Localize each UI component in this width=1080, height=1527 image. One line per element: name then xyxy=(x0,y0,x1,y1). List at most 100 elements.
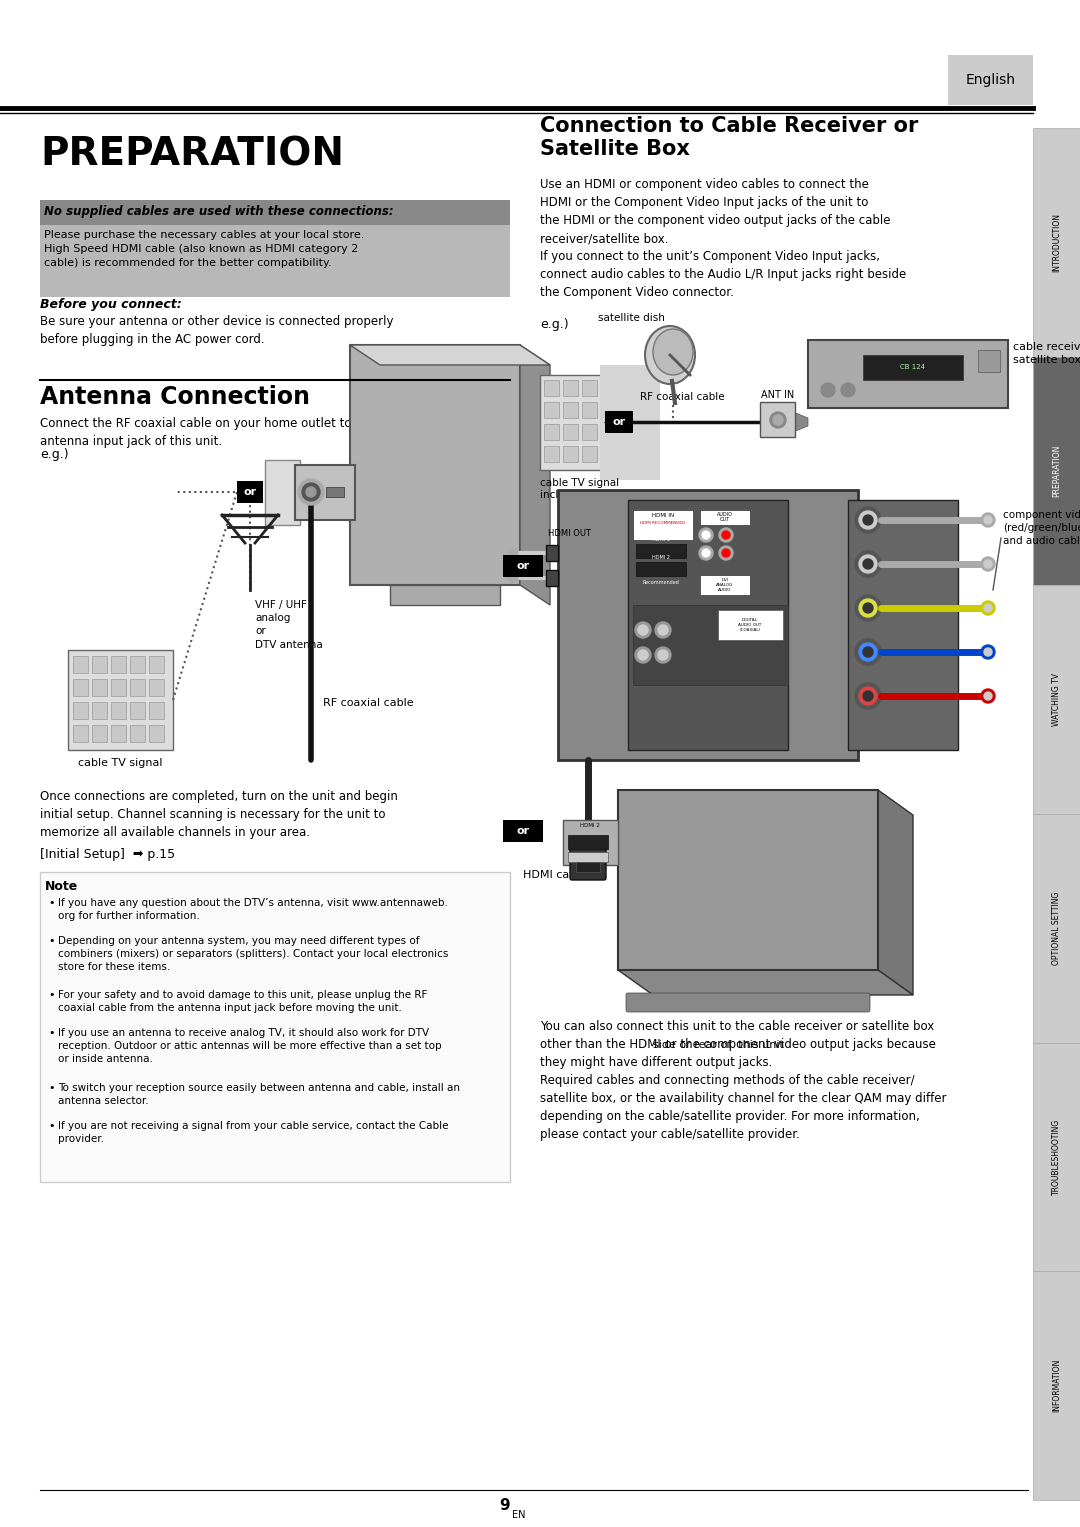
Text: RF coaxial cable: RF coaxial cable xyxy=(323,698,414,709)
Circle shape xyxy=(855,638,881,664)
Text: INTRODUCTION: INTRODUCTION xyxy=(1052,212,1061,272)
FancyBboxPatch shape xyxy=(863,354,963,380)
Circle shape xyxy=(984,605,993,612)
FancyBboxPatch shape xyxy=(558,490,858,760)
FancyBboxPatch shape xyxy=(295,466,355,521)
FancyBboxPatch shape xyxy=(149,702,164,719)
Text: Depending on your antenna system, you may need different types of
combiners (mix: Depending on your antenna system, you ma… xyxy=(58,936,448,971)
FancyBboxPatch shape xyxy=(92,725,107,742)
FancyBboxPatch shape xyxy=(1032,128,1080,357)
Circle shape xyxy=(635,621,651,638)
FancyBboxPatch shape xyxy=(582,402,597,418)
Text: •: • xyxy=(48,898,54,909)
FancyBboxPatch shape xyxy=(326,487,345,496)
Circle shape xyxy=(723,550,730,557)
Circle shape xyxy=(859,512,877,528)
Circle shape xyxy=(855,507,881,533)
Circle shape xyxy=(981,644,995,660)
FancyBboxPatch shape xyxy=(73,702,87,719)
FancyBboxPatch shape xyxy=(503,820,543,841)
Text: or: or xyxy=(612,417,625,428)
Text: English: English xyxy=(966,73,1015,87)
Circle shape xyxy=(981,557,995,571)
Circle shape xyxy=(855,551,881,577)
Text: •: • xyxy=(48,1121,54,1132)
Text: 9: 9 xyxy=(499,1498,510,1513)
Text: DVI
ANALOG
AUDIO: DVI ANALOG AUDIO xyxy=(716,579,733,591)
FancyBboxPatch shape xyxy=(570,847,606,880)
Text: satellite dish: satellite dish xyxy=(598,313,665,324)
FancyBboxPatch shape xyxy=(848,499,958,750)
FancyBboxPatch shape xyxy=(111,702,126,719)
FancyBboxPatch shape xyxy=(111,657,126,673)
Text: Connection to Cable Receiver or
Satellite Box: Connection to Cable Receiver or Satellit… xyxy=(540,116,918,159)
FancyBboxPatch shape xyxy=(92,702,107,719)
Text: CB 124: CB 124 xyxy=(901,363,926,370)
Text: ANT IN: ANT IN xyxy=(761,389,795,400)
Text: Once connections are completed, turn on the unit and begin
initial setup. Channe: Once connections are completed, turn on … xyxy=(40,789,397,838)
Text: You can also connect this unit to the cable receiver or satellite box
other than: You can also connect this unit to the ca… xyxy=(540,1020,946,1141)
FancyBboxPatch shape xyxy=(568,852,608,863)
Text: PREPARATION: PREPARATION xyxy=(40,134,345,173)
Circle shape xyxy=(821,383,835,397)
Circle shape xyxy=(981,513,995,527)
Text: To switch your reception source easily between antenna and cable, install an
ant: To switch your reception source easily b… xyxy=(58,1083,460,1106)
FancyBboxPatch shape xyxy=(546,545,558,560)
Text: VHF / UHF
analog
or
DTV antenna: VHF / UHF analog or DTV antenna xyxy=(255,600,323,649)
FancyBboxPatch shape xyxy=(503,554,543,577)
Text: •: • xyxy=(48,936,54,947)
FancyBboxPatch shape xyxy=(1032,814,1080,1043)
FancyBboxPatch shape xyxy=(568,835,608,849)
Text: AUDIO
OUT: AUDIO OUT xyxy=(717,512,733,522)
Text: RF coaxial cable: RF coaxial cable xyxy=(640,392,725,402)
FancyBboxPatch shape xyxy=(130,725,145,742)
Circle shape xyxy=(306,487,316,496)
FancyBboxPatch shape xyxy=(582,446,597,463)
FancyBboxPatch shape xyxy=(1032,1043,1080,1272)
FancyBboxPatch shape xyxy=(700,576,750,596)
Circle shape xyxy=(984,516,993,524)
Text: component video cables
(red/green/blue)
and audio cables: component video cables (red/green/blue) … xyxy=(1003,510,1080,547)
Circle shape xyxy=(702,550,710,557)
Circle shape xyxy=(863,647,873,657)
FancyBboxPatch shape xyxy=(544,425,559,440)
FancyBboxPatch shape xyxy=(618,789,878,970)
FancyBboxPatch shape xyxy=(700,510,750,525)
Text: cable receiver /
satellite box: cable receiver / satellite box xyxy=(1013,342,1080,365)
Polygon shape xyxy=(519,345,550,605)
FancyBboxPatch shape xyxy=(237,481,264,502)
FancyBboxPatch shape xyxy=(563,820,618,864)
Circle shape xyxy=(981,689,995,702)
Circle shape xyxy=(984,692,993,699)
Circle shape xyxy=(508,548,518,557)
Circle shape xyxy=(699,547,713,560)
Ellipse shape xyxy=(645,325,696,383)
Text: cable TV signal
including PPV: cable TV signal including PPV xyxy=(540,478,619,501)
Text: HDMI RECOMMENDED: HDMI RECOMMENDED xyxy=(640,521,686,525)
FancyBboxPatch shape xyxy=(68,651,173,750)
Circle shape xyxy=(770,412,786,428)
FancyBboxPatch shape xyxy=(130,680,145,696)
FancyBboxPatch shape xyxy=(563,402,578,418)
FancyBboxPatch shape xyxy=(718,609,783,640)
FancyBboxPatch shape xyxy=(92,657,107,673)
FancyBboxPatch shape xyxy=(149,657,164,673)
FancyBboxPatch shape xyxy=(540,376,605,470)
FancyBboxPatch shape xyxy=(40,200,510,224)
Text: Before you connect:: Before you connect: xyxy=(40,298,181,312)
Circle shape xyxy=(298,479,324,505)
Circle shape xyxy=(855,596,881,621)
FancyBboxPatch shape xyxy=(808,341,1008,408)
Circle shape xyxy=(302,483,320,501)
Circle shape xyxy=(859,643,877,661)
FancyBboxPatch shape xyxy=(73,725,87,742)
Ellipse shape xyxy=(653,328,693,376)
Text: Please purchase the necessary cables at your local store.
High Speed HDMI cable : Please purchase the necessary cables at … xyxy=(44,231,364,269)
Circle shape xyxy=(863,692,873,701)
FancyBboxPatch shape xyxy=(130,657,145,673)
Text: WATCHING TV: WATCHING TV xyxy=(1052,673,1061,727)
Text: HDMI cable: HDMI cable xyxy=(523,870,586,880)
Text: INFORMATION: INFORMATION xyxy=(1052,1359,1061,1412)
FancyBboxPatch shape xyxy=(92,680,107,696)
Text: e.g.): e.g.) xyxy=(540,318,569,331)
